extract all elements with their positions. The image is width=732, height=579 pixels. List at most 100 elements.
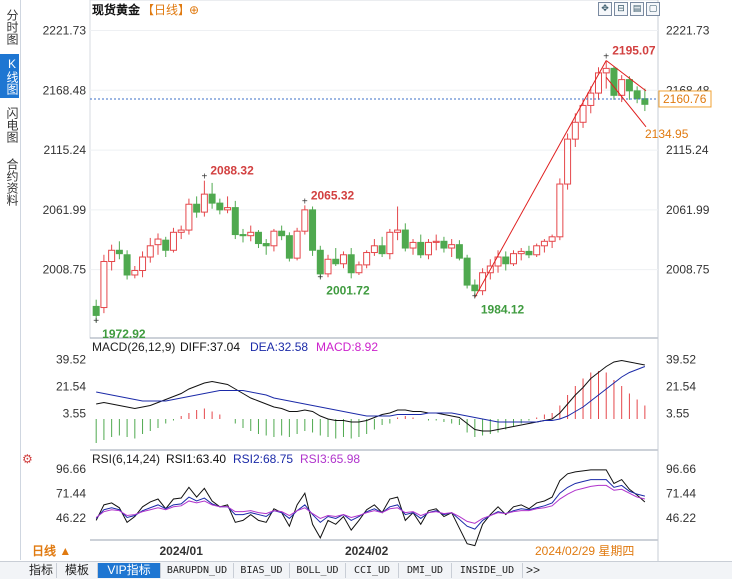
tab-contract-info[interactable]: 合约资料 xyxy=(5,158,19,206)
candle-body xyxy=(564,138,572,185)
candle-body xyxy=(517,250,525,255)
rsi-tick-label-left: 96.66 xyxy=(56,462,86,476)
candle-body xyxy=(278,230,286,237)
low2-label: 2001.72 xyxy=(326,283,370,297)
macd-tick-label-left: 3.55 xyxy=(63,407,87,421)
move-icon[interactable]: ✥ xyxy=(598,2,612,16)
price-tick-label-left: 2115.24 xyxy=(44,143,87,157)
candle-body xyxy=(169,231,177,251)
candle-body xyxy=(540,240,548,247)
candle-body xyxy=(100,261,108,309)
tab-indicator[interactable]: 指标 xyxy=(26,563,57,578)
current-price-label: 2160.76 xyxy=(663,92,707,106)
price-tick-label-left: 2168.48 xyxy=(43,83,87,97)
candle-body xyxy=(262,243,270,247)
uptrend-line xyxy=(474,60,607,298)
candle-body xyxy=(378,245,386,255)
tab-boll[interactable]: BOLL_UD xyxy=(290,563,346,578)
candle-body xyxy=(154,238,162,246)
current-price-box xyxy=(658,90,712,108)
rsi3-line xyxy=(95,484,645,524)
tab-vip-indicator[interactable]: VIP指标 xyxy=(98,563,161,578)
candle-body xyxy=(339,254,347,265)
high2-label: 2065.32 xyxy=(311,188,355,202)
price-tick-label-right: 2221.73 xyxy=(666,24,710,38)
tab-bias[interactable]: BIAS_UD xyxy=(234,563,290,578)
candle-body xyxy=(417,241,425,256)
candle-body xyxy=(610,67,618,96)
candle-body xyxy=(594,72,602,94)
candle-body xyxy=(579,104,587,123)
macd-dea-label: DEA:32.58 xyxy=(250,340,308,354)
low2-label-marker: + xyxy=(317,272,323,283)
candle-body xyxy=(146,245,154,258)
candle-body xyxy=(285,235,293,259)
candle-body xyxy=(602,67,610,74)
rsi-settings-icon: ⚙ xyxy=(22,452,33,466)
tab-flash[interactable]: 闪电图 xyxy=(5,107,19,143)
candle-body xyxy=(525,250,533,256)
candle-body xyxy=(556,183,564,238)
candle-body xyxy=(301,209,309,232)
tab-intraday[interactable]: 分时图 xyxy=(5,9,19,45)
channel-lower-line xyxy=(605,77,647,128)
add-symbol-icon: ⊕ xyxy=(189,3,199,17)
candle-body xyxy=(123,254,131,276)
price-tick-label-left: 2221.73 xyxy=(43,24,87,38)
period-button: 日线 ▲ xyxy=(32,543,71,558)
tab-inside[interactable]: INSIDE_UD xyxy=(452,563,523,578)
price-tick-label-right: 2008.75 xyxy=(666,263,710,277)
low3-label: 1984.12 xyxy=(481,302,525,316)
rsi1-line xyxy=(95,469,646,547)
date-tick-label: 2024/02 xyxy=(345,544,389,558)
candle-body xyxy=(231,207,239,236)
peak-label: 2195.07 xyxy=(612,44,656,58)
rsi-tick-label-right: 46.22 xyxy=(666,511,696,525)
candle-body xyxy=(247,231,255,237)
macd-label: MACD(26,12,9) xyxy=(92,340,175,354)
tab-template[interactable]: 模板 xyxy=(57,563,98,578)
candle-body xyxy=(239,234,247,237)
date-tick-label: 2024/01 xyxy=(159,544,203,558)
macd-tick-label-left: 39.52 xyxy=(56,353,86,367)
screen-icon[interactable]: ▢ xyxy=(646,2,660,16)
candle-body xyxy=(370,245,378,254)
high2-label-marker: + xyxy=(302,196,308,207)
tab-kline[interactable]: K线图 xyxy=(0,54,19,98)
macd-diff-label: DIFF:37.04 xyxy=(180,340,240,354)
candle-body xyxy=(108,249,116,263)
candle-body xyxy=(479,272,487,292)
rsi-tick-label-right: 96.66 xyxy=(666,462,696,476)
candle-body xyxy=(448,244,456,249)
candle-body xyxy=(224,207,232,211)
candle-body xyxy=(618,79,626,96)
macd-tick-label-right: 39.52 xyxy=(666,353,696,367)
zoom-out-icon[interactable]: ⊟ xyxy=(614,2,628,16)
peak-label-marker: + xyxy=(603,52,609,63)
low1-label-marker: + xyxy=(93,316,99,327)
tab-cci[interactable]: CCI_UD xyxy=(346,563,399,578)
candle-body xyxy=(440,240,448,249)
candle-body xyxy=(293,230,301,259)
price-tick-label-right: 2115.24 xyxy=(666,143,709,157)
candle-body xyxy=(200,193,208,213)
candle-body xyxy=(270,230,278,247)
cursor-date-label: 2024/02/29 星期四 xyxy=(535,544,634,558)
candle-body xyxy=(424,241,432,256)
candle-body xyxy=(625,79,633,92)
chart-style-icon[interactable]: ▤ xyxy=(630,2,644,16)
low3-label-marker: + xyxy=(472,291,478,302)
tab-dmi[interactable]: DMI_UD xyxy=(399,563,452,578)
more-tabs-button[interactable]: >> xyxy=(525,563,540,577)
candle-body xyxy=(162,239,170,251)
price-tick-label-left: 2008.75 xyxy=(43,263,87,277)
candle-body xyxy=(332,258,340,265)
candle-body xyxy=(193,203,201,213)
high1-label-marker: + xyxy=(201,172,207,183)
rsi-label: RSI(6,14,24) xyxy=(92,452,160,466)
candle-body xyxy=(633,90,641,100)
rsi-tick-label-right: 71.44 xyxy=(666,487,696,501)
tab-barupdn[interactable]: BARUPDN_UD xyxy=(161,563,234,578)
rsi-tick-label-left: 46.22 xyxy=(56,511,86,525)
